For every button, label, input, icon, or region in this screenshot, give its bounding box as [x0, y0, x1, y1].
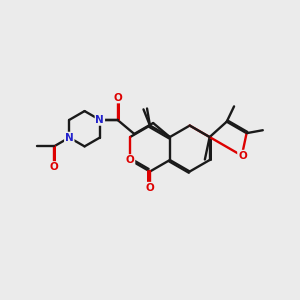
Text: N: N: [95, 115, 104, 125]
Text: O: O: [50, 162, 58, 172]
Text: O: O: [113, 92, 122, 103]
Text: O: O: [238, 151, 247, 160]
Text: N: N: [65, 133, 74, 142]
Text: O: O: [146, 183, 154, 193]
Text: O: O: [126, 155, 134, 165]
